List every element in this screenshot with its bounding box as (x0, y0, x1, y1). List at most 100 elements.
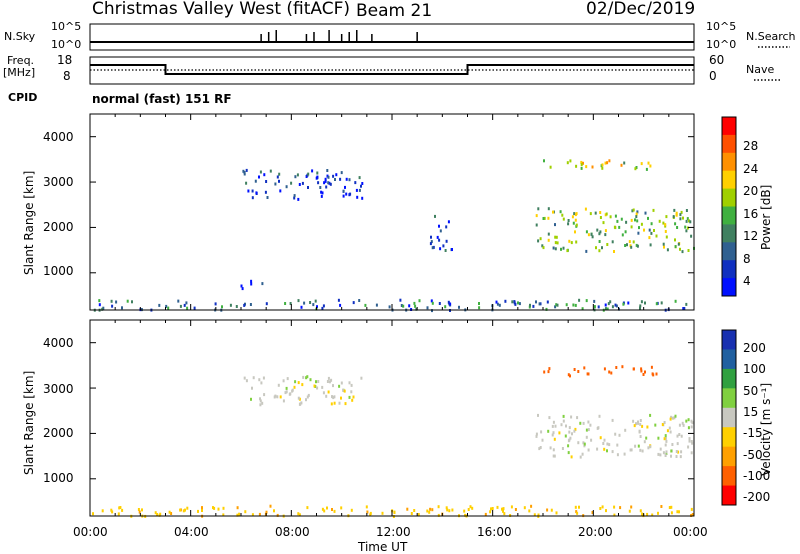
noise-search-label: N.Search (746, 30, 796, 43)
xtick-3: 12:00 (376, 525, 411, 539)
power-cell-2 (320, 194, 323, 198)
velocity-cell-1 (659, 447, 662, 451)
velocity-cell-0 (651, 372, 654, 376)
power-cell-1 (547, 216, 550, 220)
power-cell-0 (569, 159, 572, 163)
velocity-cbar-tick-neg15: -15 (743, 426, 763, 440)
power-cell-2 (321, 191, 324, 195)
velocity-colorbar-frame (721, 329, 737, 506)
power-cell-2 (243, 171, 246, 174)
power-cell-5 (614, 303, 617, 307)
freq-panel-frame (89, 56, 695, 85)
power-cell-1 (561, 213, 564, 217)
power-cell-5 (297, 299, 300, 303)
velocity-cell-1 (565, 424, 567, 428)
velocity-cell-3 (490, 507, 492, 511)
velocity-cell-3 (158, 513, 161, 517)
velocity-cell-3 (646, 512, 649, 516)
velocity-cell-1 (624, 428, 627, 432)
velocity-cell-3 (670, 511, 673, 515)
power-cell-5 (243, 303, 246, 307)
velocity-cell-1 (670, 454, 672, 458)
power-cell-5 (402, 304, 405, 308)
velocity-cell-3 (297, 512, 300, 516)
velocity-cell-2 (276, 395, 279, 399)
velocity-cell-3 (154, 511, 157, 515)
power-cell-2 (324, 179, 327, 183)
power-cell-1 (685, 209, 688, 212)
velocity-cell-2 (245, 379, 248, 383)
power-cell-3 (430, 235, 432, 239)
velocity-cell-1 (618, 433, 621, 437)
velocity-cell-3 (212, 506, 214, 510)
velocity-cell-1 (633, 424, 636, 428)
velocity-cell-1 (677, 450, 680, 454)
velocity-cell-1 (552, 454, 555, 458)
velocity-cell-2 (333, 395, 336, 399)
power-cell-5 (413, 301, 416, 305)
velocity-cell-2 (305, 376, 308, 380)
power-cell-0 (580, 160, 583, 164)
power-cell-1 (663, 245, 665, 249)
velocity-cell-1 (573, 429, 576, 433)
velocity-cell-1 (589, 423, 592, 427)
power-cell-1 (575, 223, 578, 227)
velocity-cell-3 (619, 506, 622, 510)
power-cell-0 (591, 165, 594, 169)
power-cell-2 (319, 186, 322, 189)
velocity-cell-3 (651, 513, 654, 517)
velocity-cell-3 (273, 509, 275, 513)
velocity-cell-2 (263, 393, 266, 397)
velocity-ytick-2000: 2000 (43, 426, 74, 440)
power-cell-1 (664, 223, 667, 227)
velocity-cell-2 (332, 384, 334, 388)
velocity-cell-1 (663, 437, 666, 441)
power-cell-2 (251, 196, 254, 200)
power-cell-1 (635, 215, 638, 219)
power-cell-1 (638, 226, 640, 230)
velocity-cell-1 (676, 434, 679, 438)
velocity-cell-3 (670, 505, 673, 509)
xtick-1: 04:00 (174, 525, 209, 539)
velocity-cell-1 (552, 431, 555, 435)
power-cell-1 (679, 217, 682, 221)
velocity-cell-2 (299, 402, 302, 406)
velocity-cell-1 (669, 417, 672, 421)
power-cell-5 (504, 299, 507, 303)
power-cell-5 (639, 306, 641, 310)
velocity-cell-3 (428, 510, 431, 514)
power-cell-1 (574, 230, 576, 234)
power-cell-1 (539, 237, 542, 241)
power-cell-2 (254, 179, 257, 183)
velocity-cell-1 (603, 438, 606, 442)
power-cell-5 (309, 301, 312, 304)
power-cell-1 (604, 229, 607, 233)
power-cell-1 (590, 232, 593, 236)
velocity-cell-1 (570, 415, 573, 419)
power-cell-2 (307, 172, 310, 176)
power-cell-5 (358, 299, 361, 302)
velocity-colorbar-segment (722, 446, 736, 467)
velocity-cell-2 (285, 386, 288, 390)
power-cell-2 (259, 170, 262, 174)
velocity-cell-3 (265, 510, 268, 514)
velocity-cell-3 (137, 508, 140, 511)
velocity-cell-3 (502, 507, 505, 511)
power-cell-5 (221, 305, 223, 309)
power-cell-1 (614, 214, 617, 218)
xtick-6: 00:00 (673, 525, 708, 539)
velocity-cell-2 (286, 377, 289, 381)
power-cell-5 (235, 305, 238, 308)
velocity-cell-2 (291, 388, 294, 392)
velocity-cell-1 (552, 448, 555, 452)
velocity-cell-1 (602, 442, 605, 445)
velocity-cell-1 (590, 438, 593, 442)
power-cell-1 (575, 212, 578, 216)
velocity-cell-2 (273, 395, 276, 399)
velocity-cell-1 (616, 453, 619, 457)
velocity-cell-2 (305, 398, 307, 402)
freq-label: Freq. (7, 54, 35, 67)
power-cell-1 (650, 231, 653, 235)
velocity-cell-1 (568, 430, 571, 434)
